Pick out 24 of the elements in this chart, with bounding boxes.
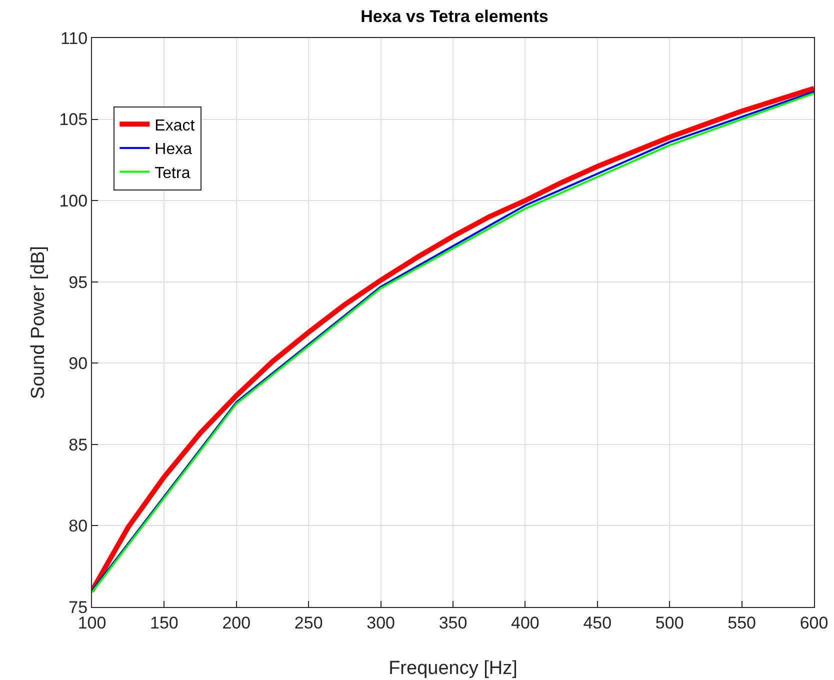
y-tick-label: 95 [68,272,88,292]
y-tick-label: 85 [68,435,88,454]
y-tick-label: 110 [60,28,88,48]
x-tick-label: 300 [366,613,395,632]
y-tick-label: 80 [68,516,88,536]
y-tick-label: 100 [59,192,88,211]
x-tick-label: 500 [655,613,684,632]
y-axis-title: Sound Power [dB] [28,246,49,400]
x-tick-label: 150 [150,613,178,632]
x-tick-label: 600 [800,613,828,632]
x-tick-label: 400 [511,613,540,632]
x-tick-label: 350 [438,613,468,632]
y-tick-label: 90 [68,354,88,374]
chart-title: Hexa vs Tetra elements [360,7,548,26]
legend-label: Tetra [154,165,190,182]
x-tick-label: 550 [728,613,756,632]
x-tick-label: 450 [583,613,612,632]
x-tick-label: 200 [222,613,251,632]
x-tick-label: 250 [294,613,323,632]
y-tick-label: 105 [59,110,88,130]
legend-label: Exact [154,117,196,134]
legend-label: Hexa [154,141,192,158]
x-axis-title: Frequency [Hz] [388,658,518,679]
y-tick-label: 75 [68,598,88,617]
